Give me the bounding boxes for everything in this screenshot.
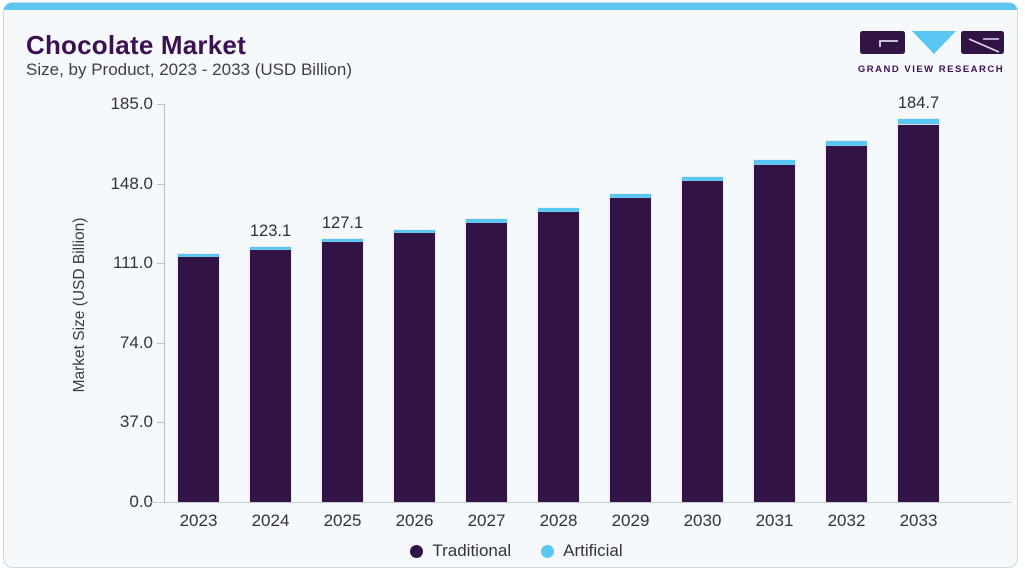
bar-artificial-2030 [682,176,723,181]
legend-item-artificial: Artificial [541,541,623,561]
value-label-2025: 127.1 [321,213,364,232]
value-label-2033: 184.7 [897,94,940,113]
report-card: Chocolate Market Size, by Product, 2023 … [3,2,1018,568]
x-tick-label-2027: 2027 [467,511,506,530]
bar-traditional-2030 [682,180,723,502]
bar-artificial-2031 [754,159,795,165]
y-tick-mark [157,263,164,265]
bar-artificial-2028 [538,207,579,212]
x-tick-label-2032: 2032 [827,511,866,530]
logo-mark-icon [860,31,1004,54]
bar-artificial-2025 [322,238,363,242]
chart-subtitle: Size, by Product, 2023 - 2033 (USD Billi… [26,60,352,79]
bar-traditional-2024 [250,249,291,502]
bar-artificial-2024 [250,246,291,250]
bar-artificial-2032 [826,140,867,147]
bar-traditional-2027 [466,222,507,502]
grand-view-research-logo: GRAND VIEW RESEARCH [857,30,1005,75]
bar-artificial-2023 [178,254,219,258]
y-tick-mark [157,342,164,344]
x-tick-label-2030: 2030 [683,511,722,530]
x-tick-label-2031: 2031 [755,511,794,530]
bar-artificial-2029 [610,193,651,199]
x-tick-label-2024: 2024 [251,511,290,530]
traditional-dot-icon [410,544,424,558]
x-tick-label-2033: 2033 [899,511,938,530]
artificial-dot-icon [541,544,555,558]
bar-traditional-2031 [754,164,795,502]
x-tick-label-2023: 2023 [179,511,218,530]
logo-text: GRAND VIEW RESEARCH [857,64,1005,75]
legend: Traditional Artificial [4,541,1025,561]
y-tick-mark [157,103,164,105]
bar-traditional-2025 [322,241,363,502]
x-tick-label-2028: 2028 [539,511,578,530]
accent-strip [4,3,1017,10]
bar-traditional-2032 [826,146,867,502]
y-axis-title: Market Size (USD Billion) [71,217,88,393]
y-tick-label-37.0: 37.0 [119,412,153,432]
bar-traditional-2029 [610,198,651,502]
legend-item-traditional: Traditional [410,541,511,561]
value-label-2024: 123.1 [249,221,292,240]
y-axis-line [164,104,165,502]
y-tick-label-148.0: 148.0 [110,173,153,193]
x-axis-line [151,502,1011,503]
bar-artificial-2026 [394,229,435,234]
x-tick-label-2029: 2029 [611,511,650,530]
legend-label-traditional: Traditional [432,541,512,560]
x-tick-label-2026: 2026 [395,511,434,530]
bar-artificial-2027 [466,218,507,223]
y-tick-label-0.0: 0.0 [129,492,153,511]
bar-traditional-2028 [538,211,579,502]
y-tick-label-74.0: 74.0 [119,332,153,352]
legend-label-artificial: Artificial [563,541,623,560]
y-tick-mark [157,422,164,424]
y-tick-mark [157,183,164,185]
bar-artificial-2033 [898,119,939,125]
bar-traditional-2026 [394,233,435,502]
x-tick-label-2025: 2025 [323,511,362,530]
chart-title: Chocolate Market [26,30,246,60]
y-tick-label-185.0: 185.0 [110,93,153,113]
bar-traditional-2033 [898,124,939,502]
bar-traditional-2023 [178,257,219,502]
y-tick-label-111.0: 111.0 [112,253,153,273]
